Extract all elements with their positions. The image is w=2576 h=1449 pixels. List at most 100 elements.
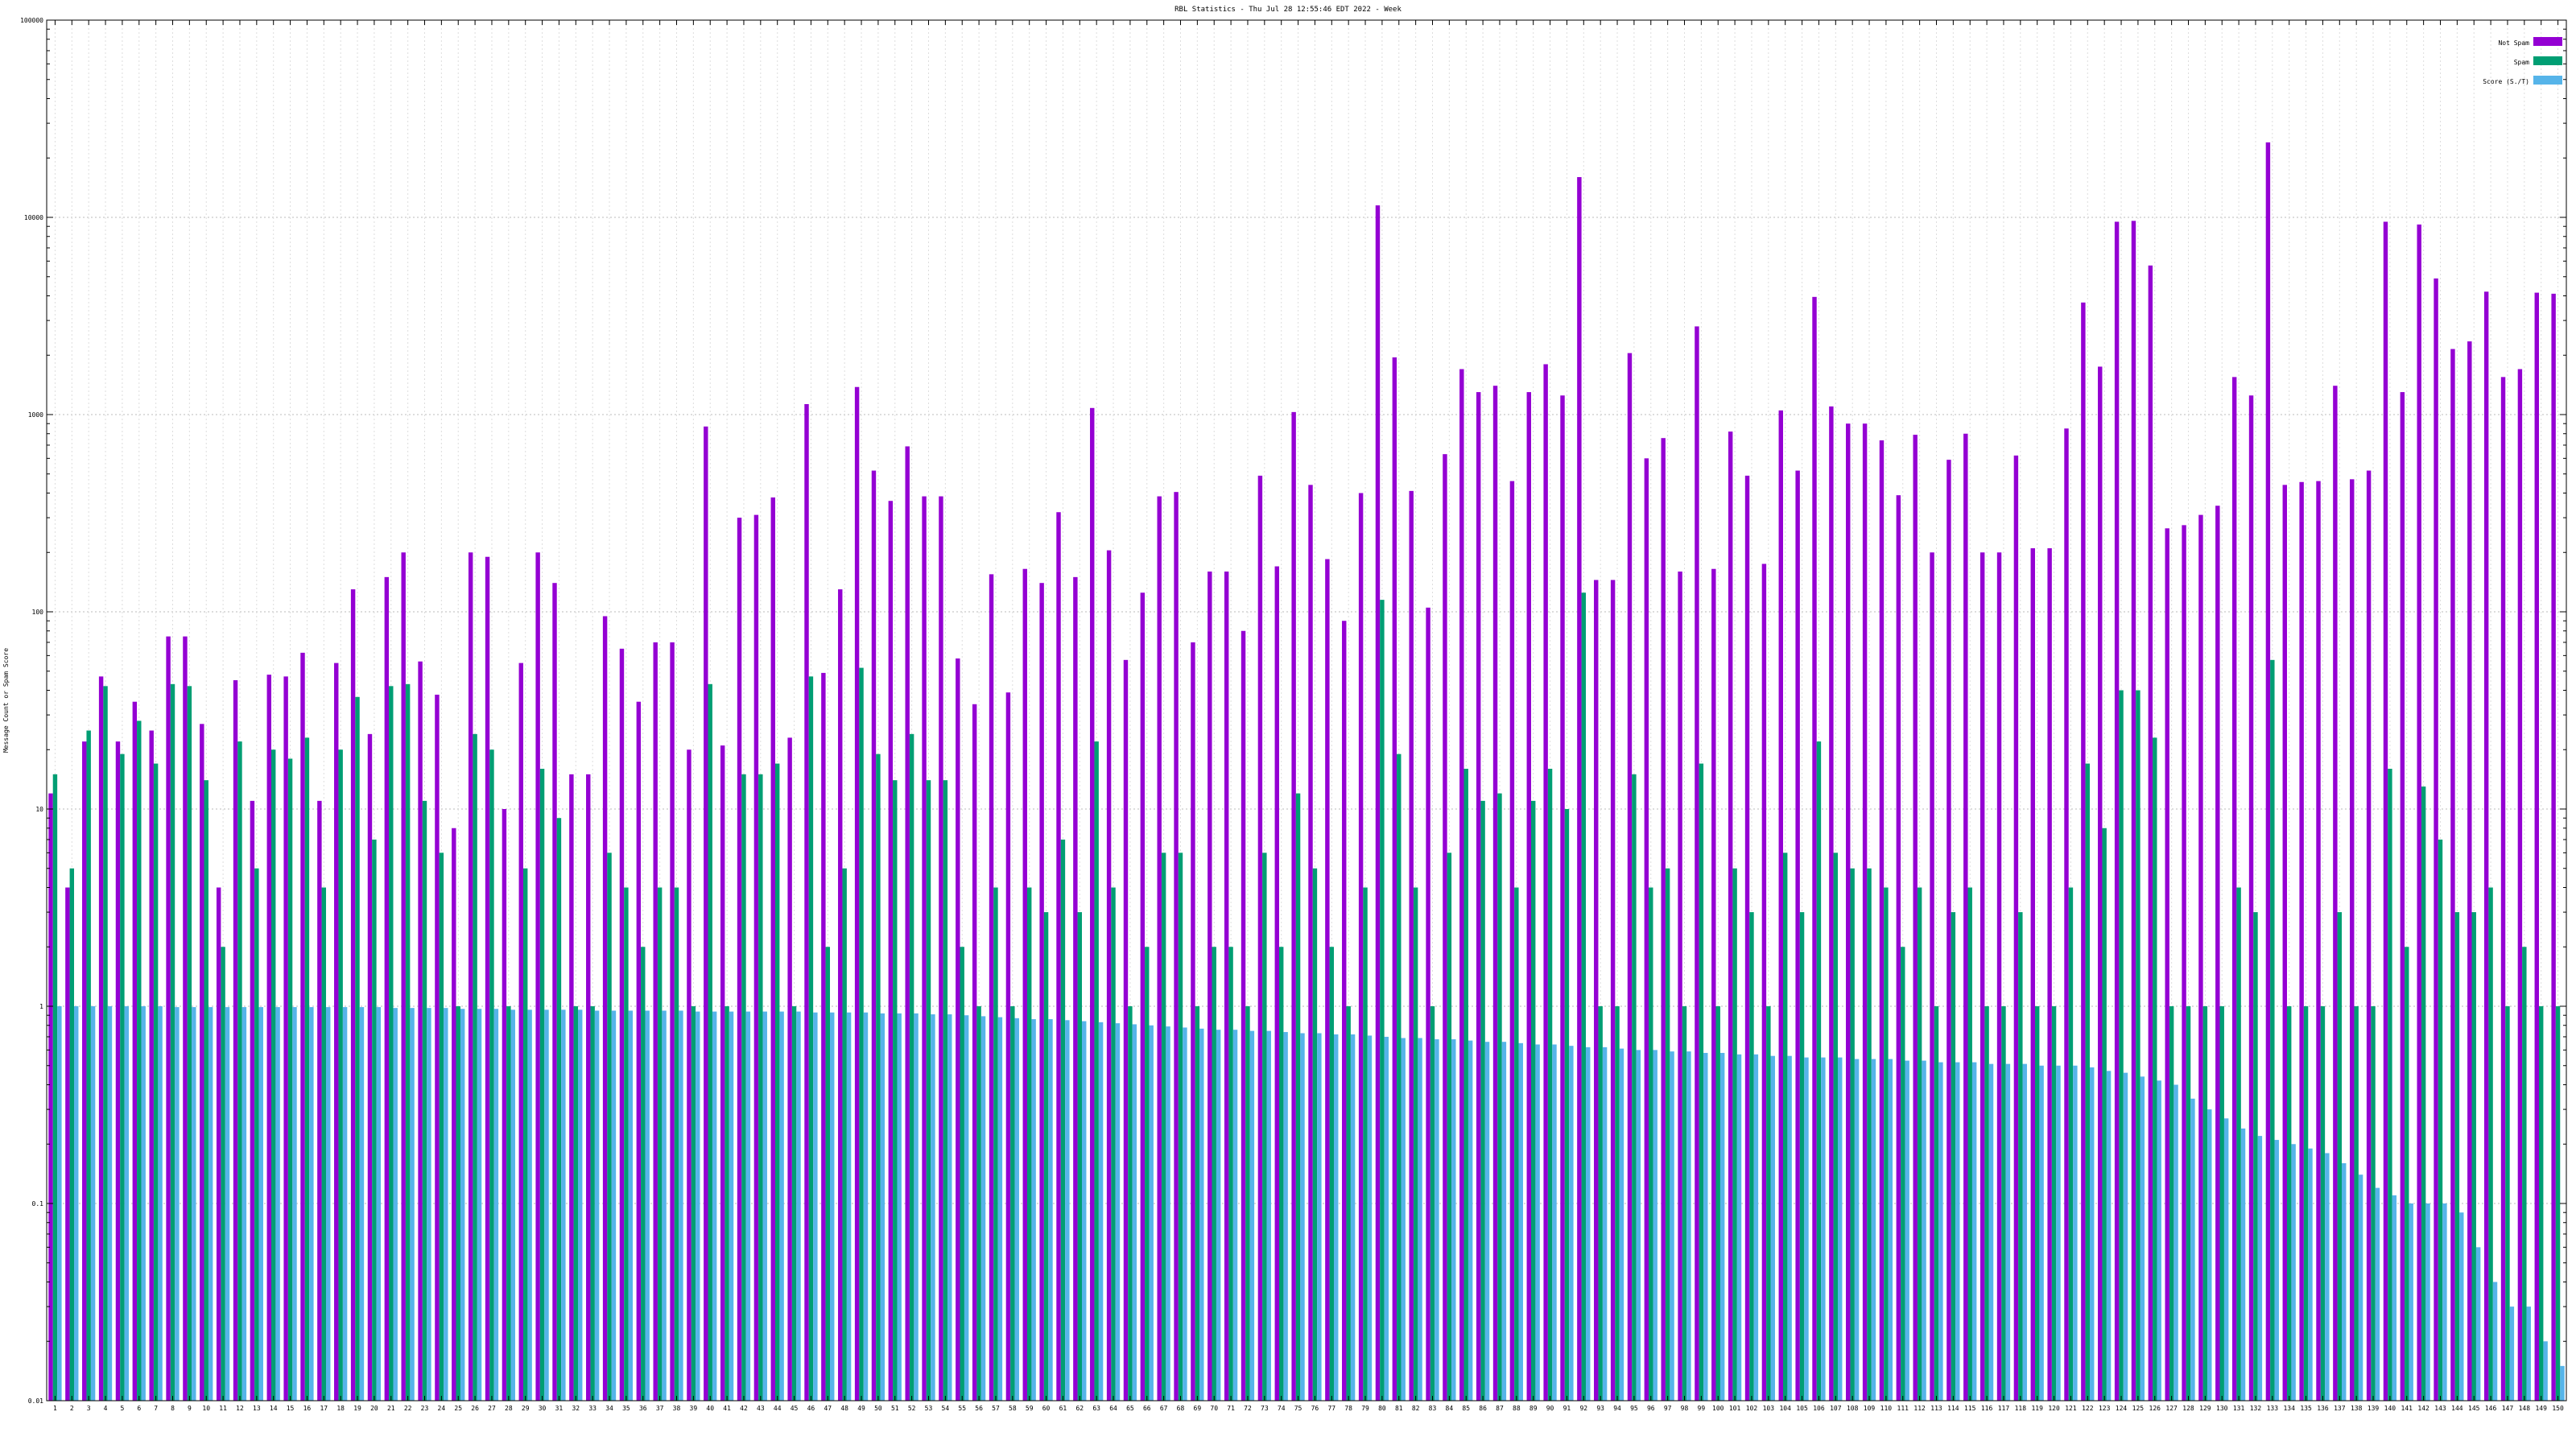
bar-not-spam [115,741,121,1401]
bar-not-spam [401,552,406,1401]
x-category-label: 60 [1042,1405,1051,1412]
bar-spam [2320,1006,2326,1401]
bar-spam [1867,868,1872,1401]
y-tick-label: 100000 [20,17,43,24]
legend-swatch [2533,37,2562,46]
bar-not-spam [1661,438,1666,1401]
bar-spam [204,780,208,1401]
bar-score-s-t [1703,1052,1708,1401]
x-category-label: 148 [2519,1405,2531,1412]
bar-score-s-t [1501,1042,1507,1401]
x-category-label: 76 [1311,1405,1319,1412]
bar-spam [1530,800,1536,1401]
bar-not-spam [300,652,305,1401]
bar-score-s-t [2543,1341,2548,1401]
bar-not-spam [2081,302,2086,1402]
bar-score-s-t [561,1009,566,1401]
bar-spam [909,733,914,1401]
bar-score-s-t [1938,1062,1943,1401]
x-category-label: 16 [303,1405,312,1412]
bar-spam [926,780,931,1401]
bar-spam [1195,1006,1200,1401]
bar-not-spam [1930,552,1934,1401]
bar-spam [893,780,898,1401]
bar-not-spam [1308,485,1313,1402]
bar-spam [1346,1006,1351,1401]
x-category-label: 56 [975,1405,983,1412]
bar-not-spam [2483,291,2489,1401]
bar-not-spam [233,679,238,1401]
x-category-label: 84 [1446,1405,1454,1412]
bar-score-s-t [2509,1307,2515,1401]
bar-not-spam [2198,514,2203,1401]
bar-spam [355,696,360,1401]
bar-not-spam [2030,548,2035,1401]
x-category-label: 118 [2015,1405,2027,1412]
bar-spam [2555,1006,2561,1401]
bar-score-s-t [1300,1033,1305,1401]
bar-spam [1111,887,1116,1401]
plot-frame [46,19,2567,1402]
bar-not-spam [1627,353,1633,1401]
x-category-label: 89 [1530,1405,1538,1412]
x-category-label: 94 [1613,1405,1621,1412]
bar-score-s-t [192,1007,196,1401]
y-tick-label: 100 [32,609,44,616]
x-category-label: 100 [1712,1405,1724,1412]
bar-score-s-t [1232,1030,1238,1401]
bar-spam [522,868,528,1401]
bar-not-spam [552,583,557,1401]
bar-score-s-t [1384,1036,1389,1401]
bar-spam [624,887,629,1401]
bar-not-spam [166,636,171,1401]
bar-spam [270,749,276,1401]
bar-not-spam [82,741,87,1401]
bar-not-spam [1879,440,1885,1401]
bar-not-spam [1695,326,1699,1401]
x-category-label: 120 [2048,1405,2060,1412]
bar-score-s-t [393,1008,398,1401]
x-category-label: 105 [1796,1405,1808,1412]
x-category-label: 123 [2099,1405,2111,1412]
bar-score-s-t [258,1007,263,1401]
bar-not-spam [283,676,288,1401]
bar-score-s-t [947,1014,952,1401]
bar-spam [1682,1006,1687,1401]
bar-spam [1615,1006,1620,1401]
x-category-label: 150 [2552,1405,2564,1412]
bar-not-spam [2215,506,2220,1401]
bar-score-s-t [830,1012,835,1401]
bar-not-spam [1358,493,1364,1401]
bar-spam [1178,852,1183,1401]
bar-spam [2354,1006,2359,1401]
x-category-label: 21 [387,1405,395,1412]
bar-score-s-t [2308,1148,2313,1401]
bar-spam [2001,1006,2006,1401]
bar-not-spam [1241,630,1246,1401]
x-category-label: 30 [539,1405,547,1412]
bar-not-spam [266,675,271,1401]
bar-score-s-t [1199,1028,1204,1401]
bar-score-s-t [124,1006,130,1401]
bar-score-s-t [863,1012,869,1401]
bar-not-spam [737,518,742,1402]
x-category-label: 75 [1294,1405,1302,1412]
bar-spam [422,800,427,1401]
bar-spam [758,774,763,1401]
bar-score-s-t [2375,1187,2380,1401]
bar-score-s-t [2560,1365,2565,1401]
x-category-label: 113 [1930,1405,1942,1412]
bar-not-spam [1543,364,1548,1401]
bar-score-s-t [696,1011,700,1401]
bar-spam [2371,1006,2376,1401]
bar-spam [170,683,175,1401]
bar-score-s-t [1048,1019,1053,1401]
bar-score-s-t [376,1007,382,1401]
x-category-label: 34 [605,1405,613,1412]
y-tick-label: 0.01 [28,1397,43,1405]
x-category-label: 124 [2116,1405,2128,1412]
bar-spam [254,868,259,1401]
x-category-label: 28 [505,1405,513,1412]
bar-not-spam [2551,293,2556,1402]
bar-score-s-t [1468,1040,1473,1401]
